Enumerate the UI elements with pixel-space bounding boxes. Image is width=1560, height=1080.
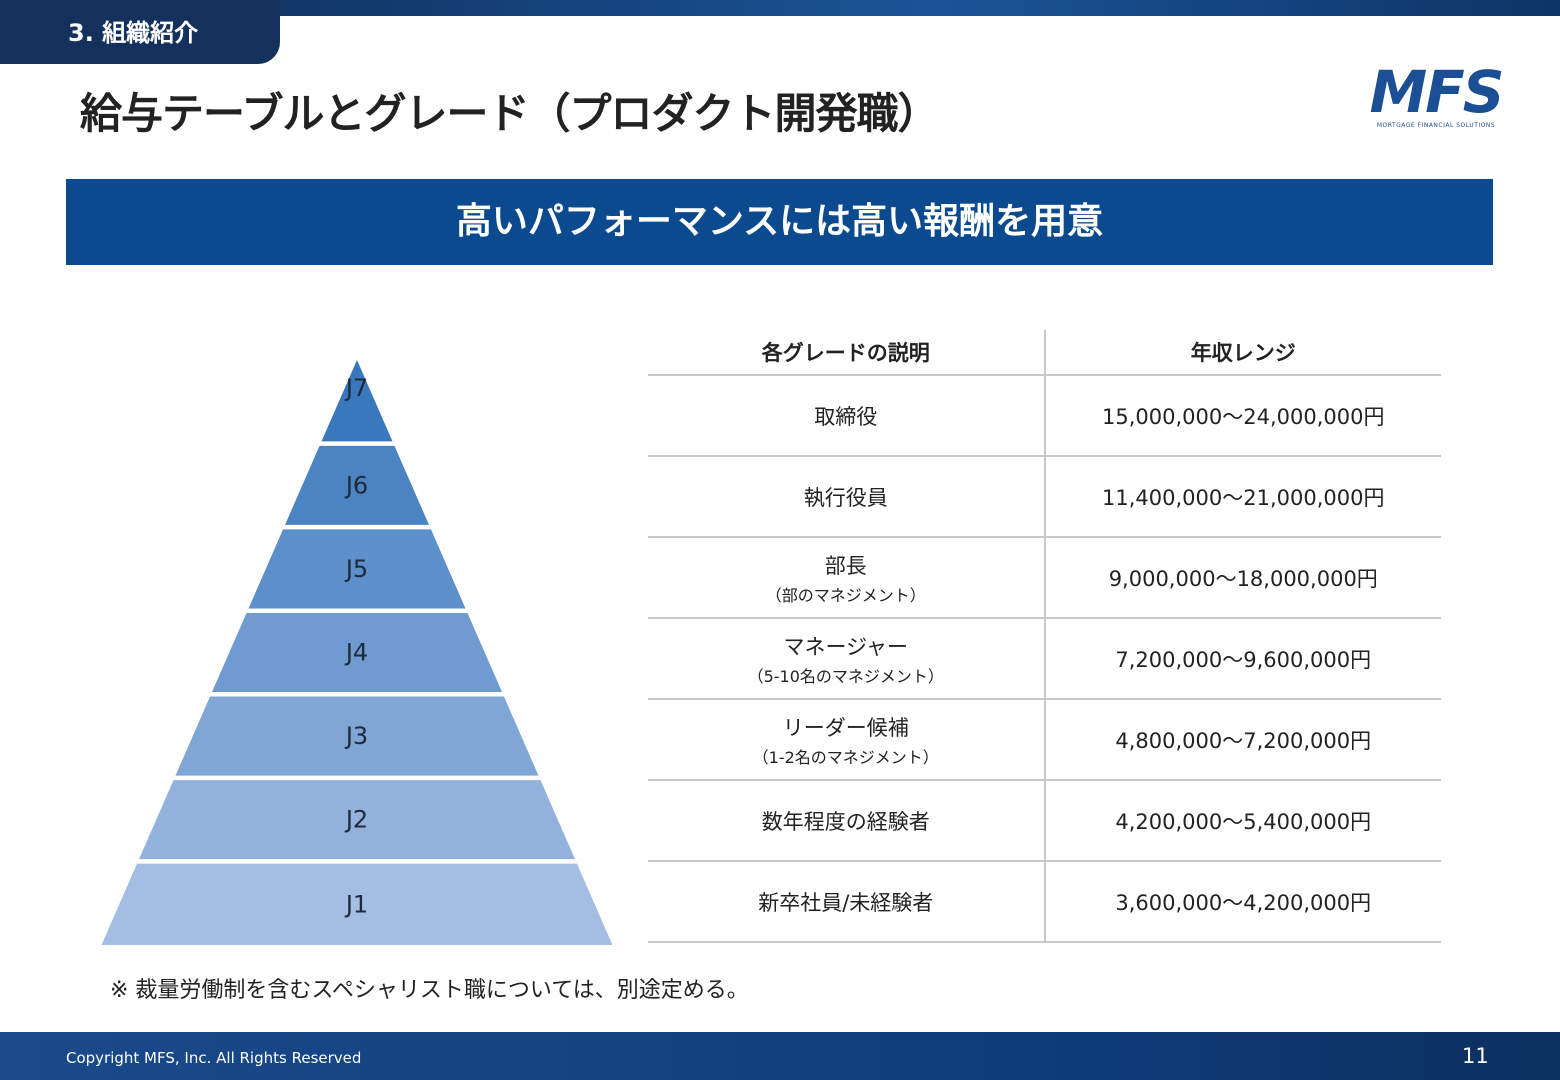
header-cell: 各グレードの説明: [761, 341, 930, 365]
header-row: 各グレードの説明 年収レンジ: [648, 330, 1441, 376]
banner: 高いパフォーマンスには高い報酬を用意: [66, 179, 1493, 265]
pyramid-tier: [175, 696, 539, 776]
salary-cell: 4,200,000～5,400,000円: [1043, 781, 1442, 860]
section-tab: 3. 組織紹介: [0, 0, 280, 64]
pyramid-tier: [321, 360, 393, 442]
salary-cell: 4,800,000～7,200,000円: [1043, 700, 1442, 779]
grade-cell: 新卒社員/未経験者: [648, 862, 1044, 941]
pyramid-tier: [284, 445, 430, 525]
grade-note: （5-10名のマネジメント）: [747, 666, 944, 686]
salary-cell: 9,000,000～18,000,000円: [1043, 538, 1442, 617]
grade-name: リーダー候補: [782, 715, 909, 740]
header-cell: 年収レンジ: [1043, 330, 1442, 374]
table-row: 取締役 15,000,000～24,000,000円: [648, 376, 1441, 457]
pyramid-tier: [211, 612, 503, 693]
salary-cell: 15,000,000～24,000,000円: [1043, 376, 1442, 455]
salary-range: 7,200,000～9,600,000円: [1115, 647, 1372, 672]
grade-name: 執行役員: [803, 485, 888, 510]
tier-label: J4: [344, 639, 368, 667]
footer: Copyright MFS, Inc. All Rights Reserved …: [0, 1032, 1560, 1080]
grade-cell: 数年程度の経験者: [648, 781, 1044, 860]
pyramid-tier: [138, 780, 576, 860]
pyramid: J7 J6 J5 J4 J3 J2 J1: [101, 360, 613, 945]
logo-tagline: MORTGAGE FINANCIAL SOLUTIONS: [1376, 122, 1496, 129]
grade-cell: 取締役: [648, 376, 1044, 455]
table-row: マネージャー （5-10名のマネジメント） 7,200,000～9,600,000円: [648, 619, 1441, 700]
grade-cell: 部長 （部のマネジメント）: [648, 538, 1044, 617]
logo-name: MFS: [1369, 58, 1504, 126]
pyramid-tier: [101, 863, 613, 945]
tier-label: J3: [344, 722, 368, 750]
page-title: 給与テーブルとグレード（プロダクト開発職）: [80, 89, 939, 138]
tier-label: J5: [344, 555, 368, 583]
grade-note: （1-2名のマネジメント）: [752, 747, 939, 767]
salary-cell: 7,200,000～9,600,000円: [1043, 619, 1442, 698]
grade-note: （部のマネジメント）: [765, 585, 926, 605]
tier-label: J7: [344, 374, 368, 402]
tier-label: J1: [344, 890, 368, 918]
grade-name: マネージャー: [783, 634, 909, 659]
salary-range: 3,600,000～4,200,000円: [1115, 890, 1372, 915]
tier-label: J6: [344, 471, 368, 499]
table-row: リーダー候補 （1-2名のマネジメント） 4,800,000～7,200,000円: [648, 700, 1441, 781]
salary-range: 4,200,000～5,400,000円: [1115, 809, 1372, 834]
table-row: 執行役員 11,400,000～21,000,000円: [648, 457, 1441, 538]
grade-cell: マネージャー （5-10名のマネジメント）: [648, 619, 1044, 698]
salary-range: 11,400,000～21,000,000円: [1102, 485, 1385, 510]
grade-name: 取締役: [814, 404, 878, 429]
table-row: 数年程度の経験者 4,200,000～5,400,000円: [648, 781, 1441, 862]
salary-cell: 3,600,000～4,200,000円: [1043, 862, 1442, 941]
grade-cell: 執行役員: [648, 457, 1044, 536]
tier-label: J2: [344, 806, 368, 834]
footnote: ※ 裁量労働制を含むスペシャリスト職については、別途定める。: [110, 978, 749, 1003]
page-number: 11: [1462, 1044, 1489, 1068]
grade-name: 部長: [824, 553, 867, 578]
top-bar: [0, 0, 1560, 16]
salary-range: 4,800,000～7,200,000円: [1115, 728, 1372, 753]
salary-cell: 11,400,000～21,000,000円: [1043, 457, 1442, 536]
salary-table: 各グレードの説明 年収レンジ取締役 15,000,000～24,000,000円執行…: [648, 330, 1441, 943]
table-row: 部長 （部のマネジメント） 9,000,000～18,000,000円: [648, 538, 1441, 619]
grade-name: 新卒社員/未経験者: [758, 890, 934, 915]
table-row: 新卒社員/未経験者 3,600,000～4,200,000円: [648, 862, 1441, 943]
grade-cell: リーダー候補 （1-2名のマネジメント）: [648, 700, 1044, 779]
logo: MFS MORTGAGE FINANCIAL SOLUTIONS: [1366, 62, 1506, 129]
salary-range: 9,000,000～18,000,000円: [1108, 566, 1378, 591]
copyright: Copyright MFS, Inc. All Rights Reserved: [66, 1049, 362, 1067]
grade-name: 数年程度の経験者: [761, 809, 930, 834]
pyramid-tier: [248, 529, 466, 609]
salary-range: 15,000,000～24,000,000円: [1102, 404, 1385, 429]
